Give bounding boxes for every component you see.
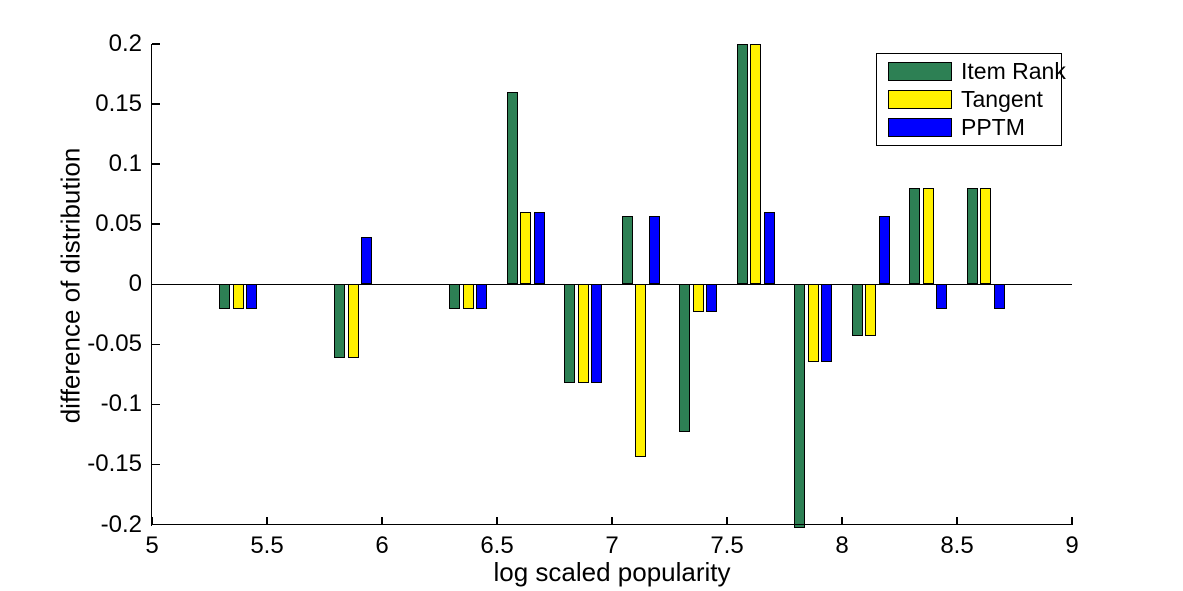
y-tick--0.2 [152,523,160,526]
y-tick--0.15 [152,463,160,466]
x-tick-label-8: 8 [835,531,849,559]
bar-pptm-7.375 [706,284,718,312]
bar-pptm-5.375 [246,284,258,310]
bar-tangent-6.625 [520,212,532,285]
y-tick-0.15 [152,103,160,105]
bar-item-rank-5.875 [334,284,346,358]
bar-tangent-7.375 [692,284,704,312]
bar-tangent-6.875 [577,284,589,383]
bar-item-rank-7.125 [621,215,633,285]
x-tick-label-7.5: 7.5 [710,531,744,559]
bar-item-rank-8.125 [851,284,863,336]
x-tick-label-5.5: 5.5 [250,531,284,559]
x-tick-5.5 [266,516,268,525]
bar-tangent-7.625 [750,44,762,285]
bar-pptm-5.875 [361,237,373,285]
bar-item-rank-6.625 [506,92,518,285]
x-tick-label-5: 5 [145,531,159,559]
bar-item-rank-7.375 [679,284,691,432]
x-tick-label-8.5: 8.5 [940,531,974,559]
bar-pptm-7.125 [648,215,660,285]
bar-pptm-8.125 [878,215,890,285]
x-tick-7 [611,516,613,525]
legend-swatch-tangent [888,90,952,109]
y-tick-label-0.2: 0.2 [108,30,142,57]
bar-tangent-5.875 [347,284,359,358]
y-tick-label--0.1: -0.1 [100,390,142,418]
bar-tangent-8.625 [980,188,992,285]
zero-baseline [152,283,1072,285]
bar-item-rank-6.875 [564,284,576,383]
bar-pptm-8.625 [993,284,1005,310]
y-tick--0.05 [152,343,160,346]
bar-tangent-7.875 [807,284,819,363]
legend: Item Rank Tangent PPTM [876,53,1066,146]
x-tick-label-7: 7 [605,531,619,559]
legend-swatch-pptm [888,118,952,137]
legend-row-tangent: Tangent [888,86,1061,112]
x-tick-7.5 [726,516,728,525]
bar-tangent-6.375 [462,284,474,310]
legend-swatch-item-rank [888,62,952,81]
y-tick-label-0.05: 0.05 [95,210,142,238]
y-tick-label-0: 0 [128,270,142,298]
x-tick-6 [381,516,383,525]
x-axis-label: log scaled popularity [493,557,731,587]
bar-tangent-8.125 [865,284,877,336]
x-tick-label-9: 9 [1065,531,1079,559]
x-tick-8 [841,516,843,525]
bar-pptm-8.375 [936,284,948,310]
y-tick-0.2 [152,43,160,45]
bar-item-rank-7.875 [794,284,806,528]
legend-row-item-rank: Item Rank [888,60,1066,83]
x-tick-label-6.5: 6.5 [480,531,514,559]
x-tick-6.5 [496,516,498,525]
y-tick-label--0.15: -0.15 [87,450,142,478]
bar-item-rank-5.375 [219,284,231,310]
bar-item-rank-8.375 [909,188,921,285]
bar-item-rank-8.625 [966,188,978,285]
bar-tangent-7.125 [635,284,647,458]
x-tick-5 [151,516,153,525]
legend-label-pptm: PPTM [961,114,1025,140]
bar-pptm-7.875 [821,284,833,363]
y-tick-label--0.05: -0.05 [87,330,142,358]
bar-pptm-6.875 [591,284,603,383]
legend-label-tangent: Tangent [961,86,1043,112]
x-tick-8.5 [956,516,958,525]
bar-pptm-6.375 [476,284,488,310]
x-tick-9 [1071,516,1073,525]
bar-tangent-5.375 [232,284,244,310]
bar-tangent-8.375 [922,188,934,285]
y-tick-0.1 [152,163,160,165]
y-tick-label-0.1: 0.1 [108,150,142,178]
y-tick-0.05 [152,223,160,225]
y-tick-0 [152,283,160,285]
y-tick-label-0.15: 0.15 [95,90,142,118]
bar-item-rank-6.375 [449,284,461,310]
legend-label-item-rank: Item Rank [961,58,1066,84]
bar-item-rank-7.625 [736,44,748,285]
legend-row-pptm: PPTM [888,114,1061,140]
bar-pptm-7.625 [763,212,775,285]
y-tick-label--0.2: -0.2 [100,510,142,538]
y-tick--0.1 [152,403,160,406]
x-tick-label-6: 6 [375,531,389,559]
bar-pptm-6.625 [533,212,545,285]
y-axis-line [150,44,153,527]
